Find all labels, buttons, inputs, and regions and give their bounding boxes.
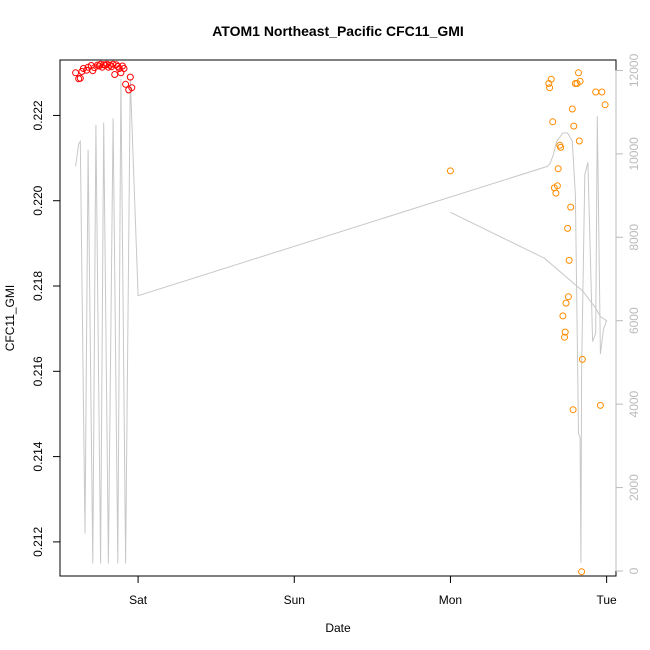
data-point-s2-31: [596, 401, 604, 409]
data-point-s1-32: [128, 84, 136, 92]
data-point-s2-26: [575, 137, 583, 145]
data-point-s1-24: [114, 62, 122, 70]
data-point-s2-12: [559, 312, 567, 320]
data-point-s2-17: [564, 293, 572, 301]
data-point-s2-8: [553, 182, 561, 190]
x-axis: Sat Sun Mon Tue: [129, 575, 618, 607]
data-point-s1-28: [120, 65, 128, 72]
y-tick-label-6: 0.222: [31, 100, 45, 130]
x-tick-label-4: Tue: [597, 593, 618, 607]
y2-axis: 0 2000 4000 6000 8000 10000 12000: [615, 53, 641, 574]
x-tick-label-1: Sat: [129, 593, 148, 607]
data-point-s1-1: [72, 69, 80, 77]
data-point-s2-33: [601, 101, 609, 109]
y2-tick-label-4: 6000: [627, 307, 641, 334]
plot-frame: [59, 59, 617, 577]
data-point-s2-13: [561, 333, 568, 341]
y-axis: 0.212 0.214 0.216 0.218 0.220 0.222: [31, 100, 61, 557]
y2-tick-label-5: 8000: [627, 224, 641, 251]
data-point-s2-25: [575, 69, 582, 77]
data-point-s2-11: [557, 143, 565, 151]
data-point-s2-21: [569, 406, 577, 414]
data-point-s2-29: [578, 355, 586, 363]
x-tick-label-3: Mon: [439, 593, 462, 607]
data-point-s1-29: [122, 80, 130, 88]
y-tick-label-3: 0.216: [31, 356, 45, 386]
points-layer: [72, 60, 609, 576]
y2-tick-label-6: 10000: [627, 137, 641, 171]
y2-tick-label-3: 4000: [627, 390, 641, 417]
data-point-s2-3: [546, 84, 554, 92]
y-tick-label-4: 0.218: [31, 271, 45, 301]
data-point-s2-28: [578, 568, 586, 576]
data-point-s2-5: [549, 118, 557, 126]
data-point-s2-20: [568, 105, 576, 113]
data-point-s2-22: [570, 122, 578, 130]
data-point-s2-32: [598, 88, 606, 96]
data-point-s2-18: [565, 256, 573, 264]
y2-tick-label-2: 2000: [627, 474, 641, 501]
data-point-s2-4: [547, 75, 555, 83]
altitude-line: [75, 78, 608, 564]
data-point-s1-22: [111, 71, 119, 78]
data-point-s2-19: [567, 203, 575, 211]
altitude-layer: [75, 78, 608, 564]
data-point-s2-15: [562, 299, 570, 307]
y2-tick-label-1: 0: [627, 567, 641, 574]
data-point-s2-16: [564, 224, 572, 232]
data-point-s2-14: [561, 328, 569, 336]
y-tick-label-2: 0.214: [31, 441, 45, 471]
y-tick-label-5: 0.220: [31, 185, 45, 215]
data-point-s2-1: [446, 167, 454, 175]
x-tick-label-2: Sun: [284, 593, 305, 607]
y2-tick-label-7: 12000: [627, 53, 641, 87]
data-point-s1-3: [76, 74, 84, 82]
x-axis-label: Date: [325, 621, 351, 635]
data-point-s2-27: [576, 77, 584, 85]
data-point-s1-31: [126, 73, 134, 81]
data-point-s2-30: [592, 88, 600, 96]
data-point-s2-9: [554, 165, 562, 173]
y-axis-label: CFC11_GMI: [3, 285, 17, 351]
y-tick-label-1: 0.212: [31, 527, 45, 557]
data-point-s2-7: [552, 189, 560, 197]
chart-title: ATOM1 Northeast_Pacific CFC11_GMI: [212, 23, 464, 39]
